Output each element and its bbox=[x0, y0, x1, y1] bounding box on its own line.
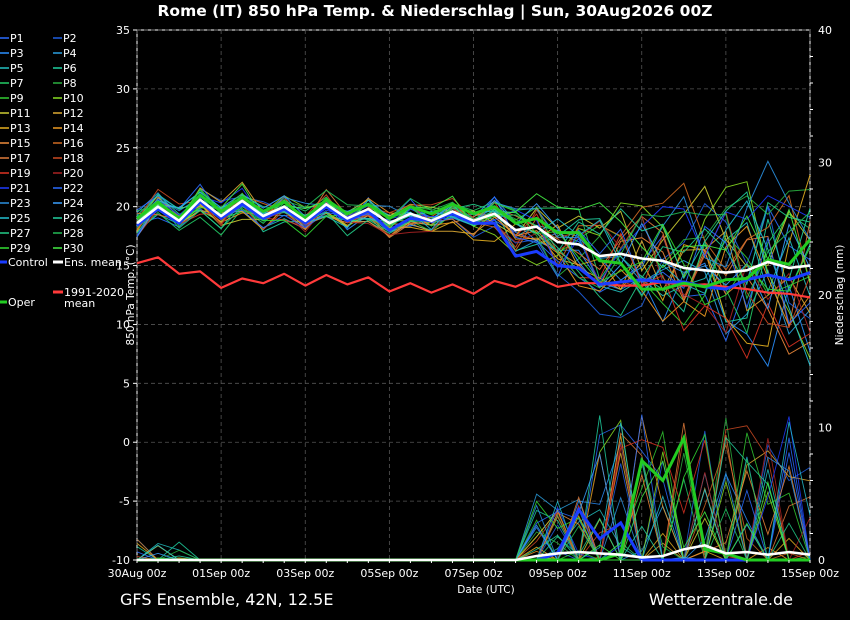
legend-label: P12 bbox=[63, 107, 84, 120]
legend-label: P9 bbox=[10, 92, 24, 105]
x-tick-label: 03Sep 00z bbox=[276, 567, 334, 580]
member-temp-line bbox=[136, 174, 811, 347]
y2-tick-label: 0 bbox=[818, 554, 825, 567]
y-tick-label: 30 bbox=[116, 83, 130, 96]
legend-label: P17 bbox=[10, 152, 31, 165]
footer-site: Wetterzentrale.de bbox=[649, 590, 793, 609]
legend: P1 P2 P3 P4 P5 P6 P7 P8 P9 P10 P11 P12 P13 P14 P15 P16 P… bbox=[0, 32, 124, 310]
legend-label: P22 bbox=[63, 182, 84, 195]
legend-label: P28 bbox=[63, 227, 84, 240]
series-temp-oper bbox=[136, 193, 812, 291]
legend-label-control: Control bbox=[8, 256, 48, 269]
legend-label: P19 bbox=[10, 167, 31, 180]
chart-title: Rome (IT) 850 hPa Temp. & Niederschlag |… bbox=[158, 2, 713, 21]
x-tick-label: 13Sep 00z bbox=[697, 567, 755, 580]
y-tick-label: 25 bbox=[116, 142, 130, 155]
y-tick-label: 20 bbox=[116, 201, 130, 214]
legend-label: P10 bbox=[63, 92, 84, 105]
y-tick-label: -5 bbox=[119, 495, 130, 508]
legend-label: P24 bbox=[63, 197, 84, 210]
y-axis-label: 850 hPa Temp. (°C) bbox=[125, 244, 137, 345]
legend-label: P8 bbox=[63, 77, 77, 90]
y2-tick-label: 10 bbox=[818, 422, 832, 435]
legend-label: P27 bbox=[10, 227, 31, 240]
legend-label-climate: 1991-2020 mean bbox=[64, 286, 124, 310]
legend-label: P5 bbox=[10, 62, 24, 75]
legend-label: P25 bbox=[10, 212, 31, 225]
y-tick-label: 0 bbox=[123, 436, 130, 449]
y2-tick-label: 30 bbox=[818, 157, 832, 170]
y-tick-label: 5 bbox=[123, 377, 130, 390]
x-tick-label: 30Aug 00z bbox=[108, 567, 167, 580]
y-tick-label: 35 bbox=[116, 24, 130, 37]
x-tick-label: 11Sep 00z bbox=[613, 567, 671, 580]
legend-label: P29 bbox=[10, 242, 31, 255]
x-tick-label: 15Sep 00z bbox=[781, 567, 839, 580]
legend-label: P3 bbox=[10, 47, 24, 60]
x-tick-label: 07Sep 00z bbox=[445, 567, 503, 580]
y-tick-label: 15 bbox=[116, 260, 130, 273]
legend-label: P16 bbox=[63, 137, 84, 150]
footer-source: GFS Ensemble, 42N, 12.5E bbox=[120, 590, 333, 609]
x-tick-label: 09Sep 00z bbox=[529, 567, 587, 580]
member-temp-line bbox=[136, 181, 811, 314]
y-tick-label: 10 bbox=[116, 318, 130, 331]
legend-label-ens-mean: Ens. mean bbox=[64, 256, 122, 269]
x-axis-ticks: 30Aug 00z 01Sep 00z 03Sep 00z 05Sep 00z 07Se… bbox=[108, 560, 839, 580]
legend-label: P6 bbox=[63, 62, 77, 75]
y2-axis-ticks: 0 10 20 30 40 bbox=[810, 24, 832, 567]
legend-label: P11 bbox=[10, 107, 31, 120]
legend-label: P30 bbox=[63, 242, 84, 255]
y2-tick-label: 40 bbox=[818, 24, 832, 37]
member-temp-line bbox=[136, 185, 811, 272]
x-tick-label: 01Sep 00z bbox=[192, 567, 250, 580]
legend-label: P4 bbox=[63, 47, 77, 60]
y2-axis-label: Niederschlag (mm) bbox=[834, 245, 846, 346]
x-axis-label: Date (UTC) bbox=[457, 584, 514, 596]
legend-label: P14 bbox=[63, 122, 84, 135]
y2-tick-label: 20 bbox=[818, 289, 832, 302]
legend-label: P2 bbox=[63, 32, 77, 45]
legend-label: P15 bbox=[10, 137, 31, 150]
legend-label: P26 bbox=[63, 212, 84, 225]
series-temp-ens-mean bbox=[136, 198, 811, 274]
legend-label: P21 bbox=[10, 182, 31, 195]
legend-label: P13 bbox=[10, 122, 31, 135]
legend-label: P7 bbox=[10, 77, 24, 90]
y-tick-label: -10 bbox=[112, 554, 130, 567]
legend-label: P1 bbox=[10, 32, 24, 45]
x-tick-label: 05Sep 00z bbox=[360, 567, 418, 580]
legend-label: P23 bbox=[10, 197, 31, 210]
y-axis-ticks: -10 -5 0 5 10 15 20 25 30 35 bbox=[112, 24, 137, 567]
legend-label: P18 bbox=[63, 152, 84, 165]
legend-label: P20 bbox=[63, 167, 84, 180]
legend-label-oper: Oper bbox=[8, 296, 35, 309]
member-temp-line bbox=[136, 183, 811, 283]
